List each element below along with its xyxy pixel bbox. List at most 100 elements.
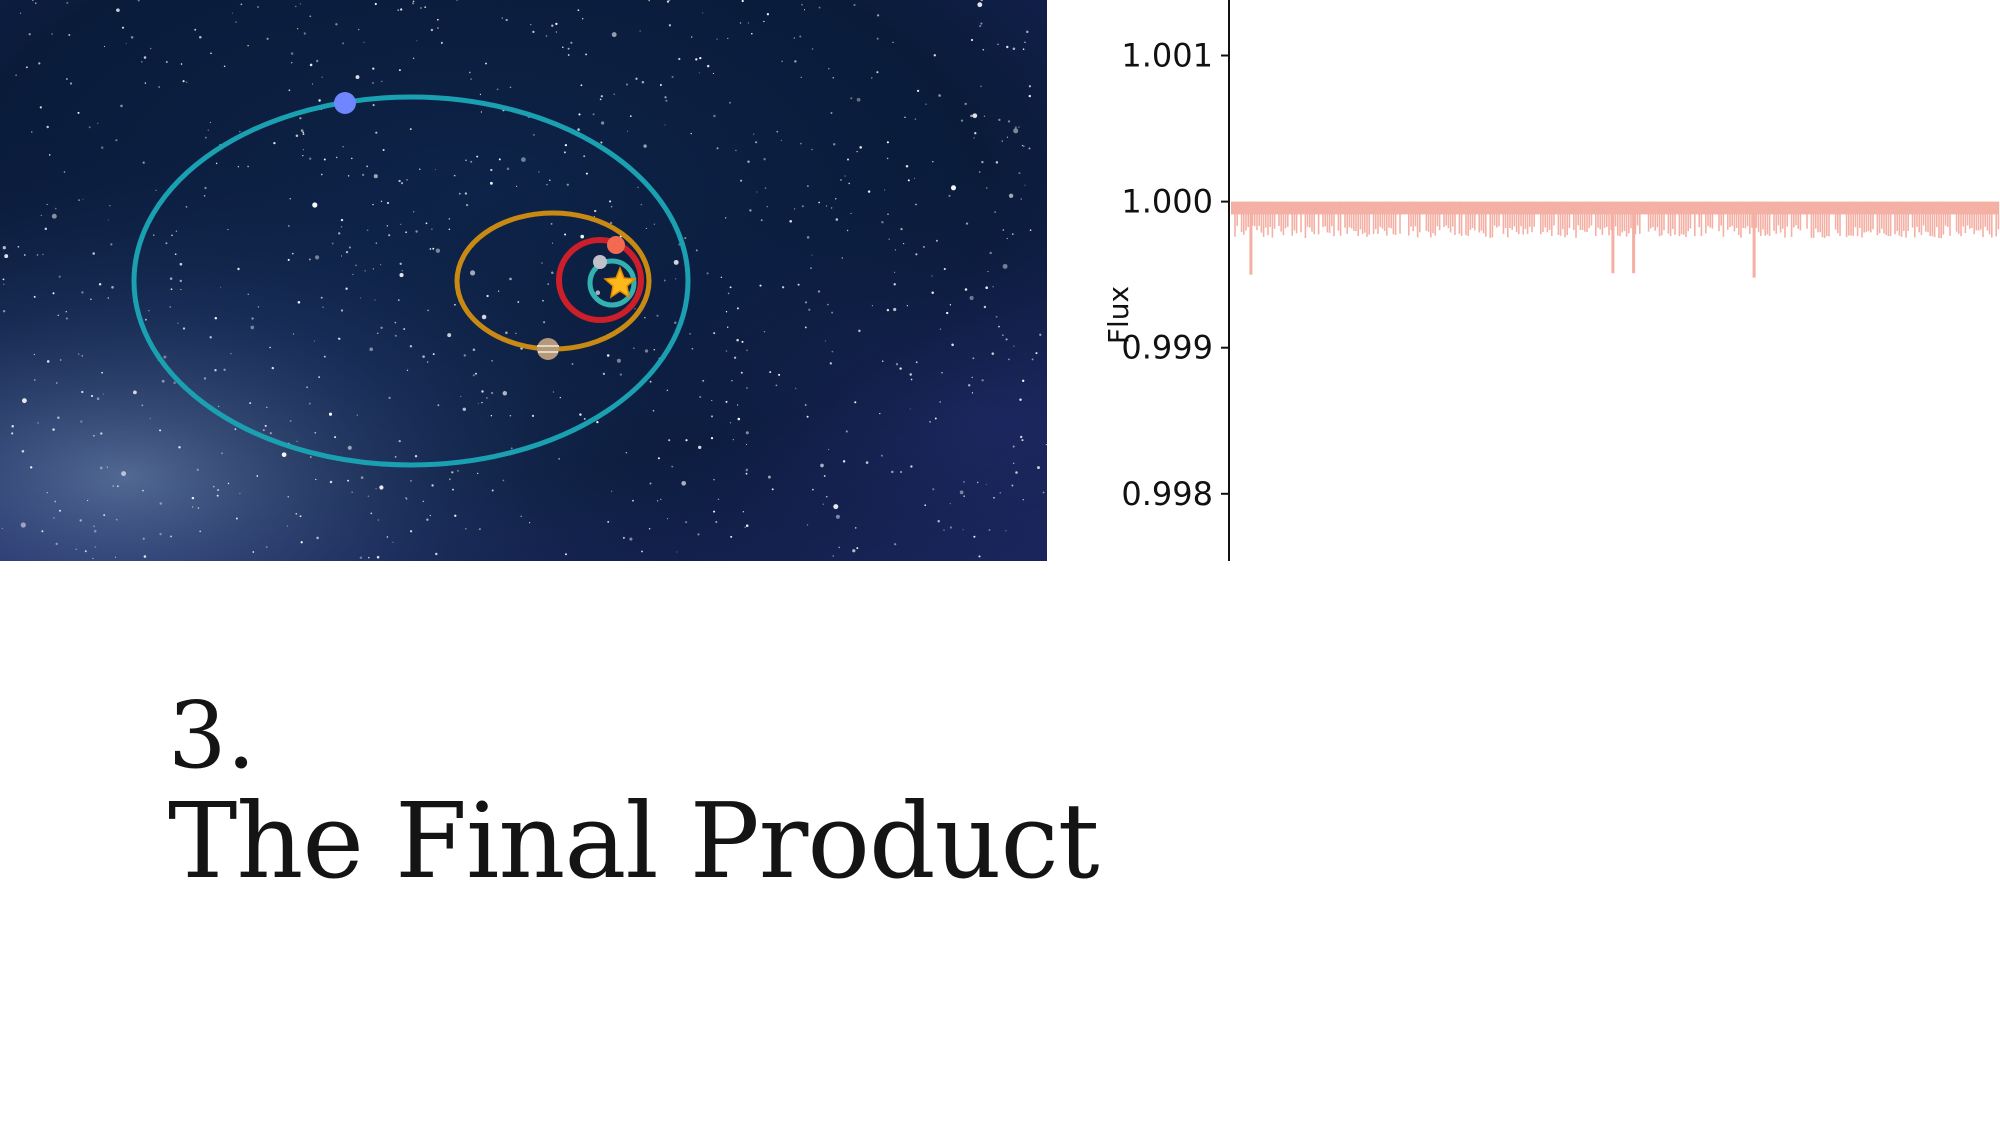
star-dot [33,353,36,356]
star-dot [981,160,984,164]
star-dot [458,192,461,195]
flux-dip [1652,201,1654,228]
flux-dip [1474,201,1476,231]
star-dot [262,429,265,432]
star-dot [971,392,974,394]
star-dot [969,295,974,301]
star-dot [65,311,67,313]
flux-dip [1291,201,1293,236]
star-dot [828,67,830,70]
y-axis-ticks: 1.001 1.000 0.999 0.998 [1121,37,1229,513]
star-dot [910,378,913,381]
star-dot [360,476,364,479]
star-dot [735,149,737,152]
star-dot [552,391,554,393]
star-dot [217,405,220,408]
star-dot [848,182,851,185]
flux-dip [1823,201,1826,239]
flux-dip [1375,201,1377,230]
star-dot [491,360,493,362]
star-dot [909,373,912,376]
star-dot [659,84,662,86]
flux-dip [1518,201,1520,235]
star-dot [808,308,811,311]
flux-dip [1542,201,1544,232]
star-dot [175,230,177,232]
star-dot [209,121,211,124]
star-dot [810,267,812,269]
flux-dip [1918,201,1920,233]
star-dot [99,466,103,470]
flux-dip [1346,201,1348,234]
star-dot [397,9,400,12]
star-dot [355,75,360,80]
star-dot [116,8,120,12]
star-dot [109,205,111,207]
star-dot [827,303,829,306]
y-tick-label: 0.999 [1121,329,1213,367]
flux-dip [1656,201,1659,228]
star-dot [824,340,827,342]
star-dot [227,228,229,231]
flux-dip [1740,201,1742,238]
star-dot [520,157,526,163]
star-dot [509,86,512,89]
star-dot [967,384,971,387]
star-dot [465,159,467,162]
flux-dip [1557,201,1560,236]
flux-dip [1834,201,1837,230]
star-dot [191,496,195,500]
star-dot [295,5,297,8]
orbit-illustration [0,0,1047,561]
star-dot [965,222,969,225]
star-dot [759,284,762,287]
star-dot [656,500,659,502]
star-dot [695,249,698,252]
flux-dip [1727,201,1729,230]
star-dot [854,527,857,529]
star-dot [414,455,418,458]
flux-dip [1256,201,1258,231]
star-dot [406,369,409,371]
star-dot [639,30,641,32]
star-dot [830,112,833,114]
star-dot [632,499,634,502]
star-dot [532,133,535,136]
star-dot [567,54,570,56]
star-dot [1002,334,1004,336]
star-dot [766,13,770,16]
flux-dip [1454,201,1456,236]
flux-dip [1955,201,1958,232]
flux-dip [1434,201,1436,236]
flux-dip [1269,201,1271,227]
star-dot [342,146,344,148]
star-dot [194,28,197,31]
star-dot [964,288,968,291]
star-dot [600,95,603,98]
star-dot [811,48,814,50]
star-dot [369,347,373,352]
star-dot [220,286,222,288]
star-dot [398,439,401,443]
star-dot [453,174,456,177]
star-dot [308,258,311,261]
flux-dip [1773,201,1775,231]
star-dot [497,290,500,292]
flux-dip [1936,201,1938,228]
star-dot [330,480,333,483]
star-dot [886,308,890,312]
star-dot [943,267,946,271]
flux-dip [1566,201,1568,236]
star-dot [937,519,940,523]
flux-dip [1764,201,1766,236]
star-dot [959,490,964,495]
star-dot [580,84,583,87]
star-dot [486,294,489,298]
star-dot [570,41,573,44]
flux-dip [1245,201,1247,231]
star-dot [932,160,934,163]
y-tick-label: 0.998 [1121,475,1213,513]
star-dot [426,361,429,363]
star-dot [348,246,351,249]
flux-dip [1496,201,1498,228]
